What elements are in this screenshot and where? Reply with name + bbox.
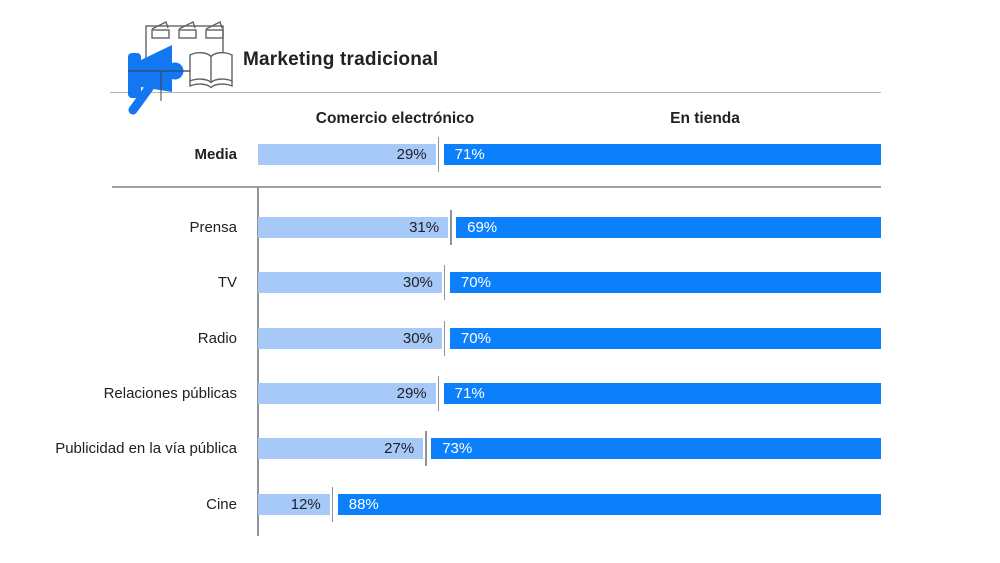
value-label-in-store: 88% <box>348 495 379 513</box>
bar-segment-in-store: 70% <box>449 272 881 294</box>
junction-tick <box>331 486 334 522</box>
title-divider-line <box>110 91 881 93</box>
value-label-in-store: 71% <box>454 385 485 402</box>
bar-segment-in-store: 70% <box>449 327 881 349</box>
junction-tick <box>450 210 452 245</box>
traditional-marketing-icon <box>128 21 233 115</box>
open-book-icon <box>189 52 233 89</box>
row-label: Cine <box>206 495 237 513</box>
junction-tick <box>437 376 440 411</box>
value-label-in-store: 70% <box>460 274 491 292</box>
value-label-in-store: 69% <box>467 219 498 236</box>
value-label-in-store: 71% <box>454 146 485 163</box>
column-header-in-store: En tienda <box>670 110 740 127</box>
junction-tick <box>443 320 446 356</box>
bar-segment-in-store: 73% <box>431 438 881 460</box>
bar-segment-in-store: 71% <box>443 144 881 165</box>
megaphone-icon <box>128 45 184 115</box>
category-axis-line <box>257 186 259 536</box>
clapperboard-icons <box>151 21 224 39</box>
bar-segment-ecommerce: 27% <box>258 438 424 460</box>
row-label: Radio <box>197 329 237 347</box>
section-divider-line <box>112 186 881 188</box>
value-label-in-store: 73% <box>442 440 473 458</box>
column-header-ecommerce: Comercio electrónico <box>315 110 475 127</box>
junction-tick <box>437 137 440 172</box>
junction-tick <box>425 431 427 467</box>
value-label-ecommerce: 30% <box>402 329 433 347</box>
news-board-icon <box>145 21 233 89</box>
bar-segment-ecommerce: 30% <box>258 327 442 349</box>
bar-segment-ecommerce: 31% <box>258 217 449 238</box>
value-label-in-store: 70% <box>460 329 491 347</box>
row-label: Media <box>194 146 237 163</box>
junction-tick <box>443 265 446 301</box>
bar-segment-ecommerce: 29% <box>258 383 436 404</box>
row-label: Prensa <box>189 219 237 236</box>
row-label: Publicidad en la vía pública <box>55 440 237 458</box>
value-label-ecommerce: 29% <box>396 146 427 163</box>
value-label-ecommerce: 12% <box>290 495 321 513</box>
value-label-ecommerce: 27% <box>384 440 415 458</box>
bar-segment-ecommerce: 29% <box>258 144 436 165</box>
stand-lines <box>128 70 190 101</box>
row-label: Relaciones públicas <box>103 385 237 402</box>
bar-segment-in-store: 88% <box>337 493 881 515</box>
row-label: TV <box>217 274 237 292</box>
bar-segment-in-store: 69% <box>456 217 881 238</box>
bar-segment-ecommerce: 30% <box>258 272 442 294</box>
value-label-ecommerce: 30% <box>402 274 433 292</box>
bar-segment-in-store: 71% <box>443 383 881 404</box>
value-label-ecommerce: 31% <box>409 219 440 236</box>
chart-title: Marketing tradicional <box>243 49 439 70</box>
value-label-ecommerce: 29% <box>396 385 427 402</box>
bar-segment-ecommerce: 12% <box>258 493 330 515</box>
